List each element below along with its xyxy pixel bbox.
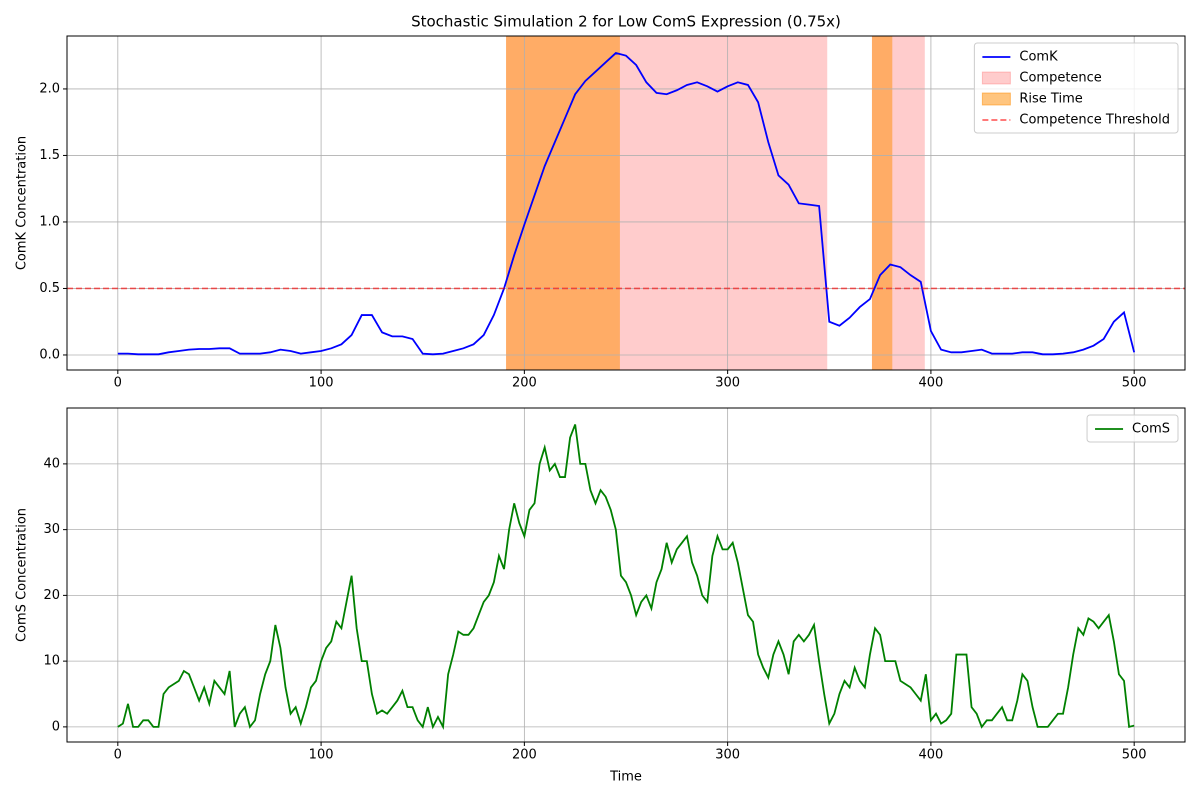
legend-frame	[973, 42, 1179, 134]
x-tick-label: 500	[1122, 376, 1147, 391]
y-tick-label: 30	[43, 522, 60, 537]
x-tick-label: 100	[309, 748, 334, 763]
y-tick-label: 0.0	[39, 347, 60, 362]
y-tick-label: 1.5	[39, 148, 60, 163]
x-tick-label: 300	[715, 376, 740, 391]
y-tick-label: 10	[43, 654, 60, 669]
y-axis-label: ComK Concentration	[15, 136, 30, 270]
axes-frame	[66, 35, 1186, 371]
x-tick-label: 200	[512, 376, 537, 391]
legend-label: ComS	[1132, 422, 1170, 437]
x-tick-label: 100	[309, 376, 334, 391]
x-tick-label: 400	[918, 748, 943, 763]
x-tick-label: 0	[114, 748, 122, 763]
y-tick-label: 2.0	[39, 81, 60, 96]
y-tick-label: 1.0	[39, 214, 60, 229]
legend: ComK Competence Rise Time Competence Thresh…	[973, 42, 1179, 134]
y-axis-label: ComS Concentration	[15, 508, 30, 642]
x-axis-label: Time	[609, 770, 642, 785]
x-tick-label: 0	[114, 376, 122, 391]
shaded-span	[871, 36, 893, 370]
data-line	[117, 52, 1136, 356]
y-tick-label: 20	[43, 588, 60, 603]
legend-label: Competence Threshold	[1019, 113, 1170, 128]
x-tick-label: 500	[1122, 748, 1147, 763]
axes-frame	[66, 407, 1186, 743]
legend-frame	[1086, 414, 1179, 443]
x-tick-label: 400	[918, 376, 943, 391]
legend-swatch	[981, 92, 1011, 106]
y-tick-label: 0.5	[39, 281, 60, 296]
shaded-span	[506, 36, 620, 370]
legend-label: Competence	[1019, 71, 1101, 86]
y-tick-label: 40	[43, 456, 60, 471]
legend-label: ComK	[1019, 50, 1058, 65]
x-tick-label: 200	[512, 748, 537, 763]
x-tick-label: 300	[715, 748, 740, 763]
legend-swatch	[981, 71, 1011, 85]
legend-label: Rise Time	[1019, 92, 1082, 107]
data-line	[117, 424, 1135, 731]
chart-title: Stochastic Simulation 2 for Low ComS Exp…	[411, 13, 841, 31]
y-tick-label: 0	[52, 719, 60, 734]
legend: ComS	[1086, 414, 1179, 443]
